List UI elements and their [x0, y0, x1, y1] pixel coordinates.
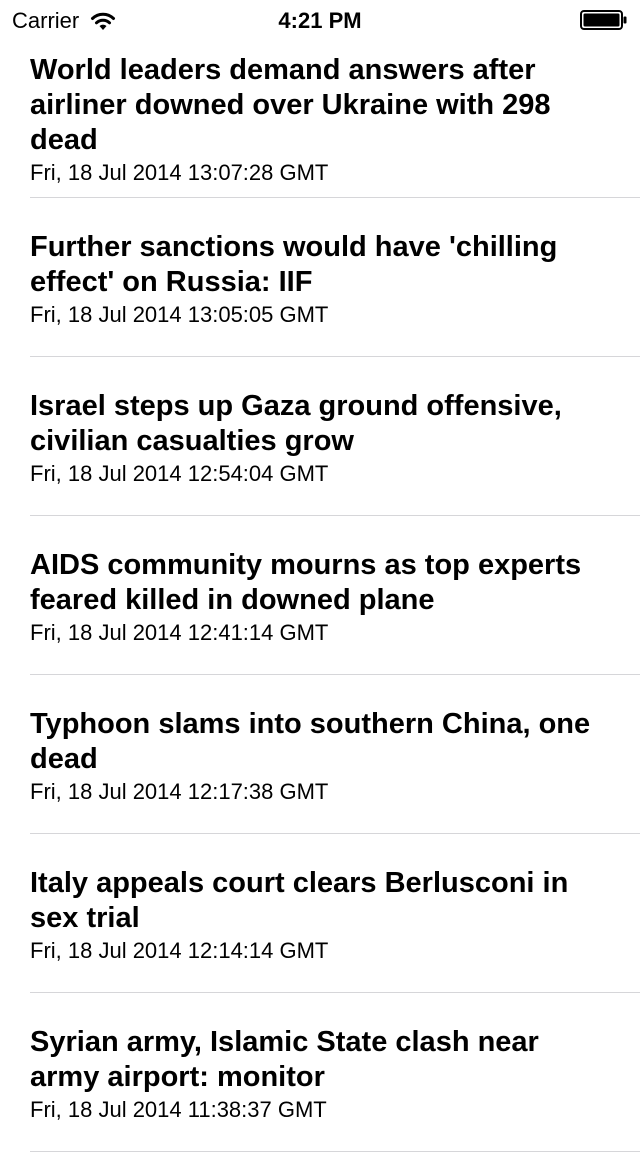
news-item-date: Fri, 18 Jul 2014 13:05:05 GMT — [30, 302, 329, 327]
news-item-title: Further sanctions would have 'chilling e… — [30, 231, 558, 298]
news-item[interactable]: Israel steps up Gaza ground offensive, c… — [0, 357, 640, 516]
status-time: 4:21 PM — [278, 8, 362, 33]
news-item-title: Israel steps up Gaza ground offensive, c… — [30, 390, 562, 457]
news-item-title: AIDS community mourns as top experts fea… — [30, 549, 582, 616]
news-item-title: Italy appeals court clears Berlusconi in… — [30, 867, 569, 934]
battery-icon — [580, 10, 627, 30]
news-item[interactable]: Typhoon slams into southern China, one d… — [0, 675, 640, 834]
wifi-icon — [91, 12, 116, 30]
status-bar: Carrier 4:21 PM — [0, 0, 640, 40]
news-feed-list: World leaders demand answers after airli… — [0, 40, 640, 1152]
news-item-title: Typhoon slams into southern China, one d… — [30, 708, 591, 775]
news-item-date: Fri, 18 Jul 2014 12:14:14 GMT — [30, 938, 329, 963]
carrier-info: Carrier — [12, 8, 117, 34]
news-item[interactable]: Italy appeals court clears Berlusconi in… — [0, 834, 640, 993]
news-item-date: Fri, 18 Jul 2014 12:17:38 GMT — [30, 779, 329, 804]
news-item-date: Fri, 18 Jul 2014 11:38:37 GMT — [30, 1097, 327, 1122]
news-item-date: Fri, 18 Jul 2014 13:07:28 GMT — [30, 160, 329, 185]
carrier-label: Carrier — [12, 8, 80, 33]
news-item-date: Fri, 18 Jul 2014 12:41:14 GMT — [30, 620, 329, 645]
news-item-date: Fri, 18 Jul 2014 12:54:04 GMT — [30, 461, 329, 486]
news-item-title: World leaders demand answers after airli… — [30, 54, 551, 156]
news-item[interactable]: World leaders demand answers after airli… — [0, 40, 640, 198]
news-item[interactable]: AIDS community mourns as top experts fea… — [0, 516, 640, 675]
news-item[interactable]: Syrian army, Islamic State clash near ar… — [0, 993, 640, 1152]
news-item-title: Syrian army, Islamic State clash near ar… — [30, 1026, 539, 1093]
news-item[interactable]: Further sanctions would have 'chilling e… — [0, 198, 640, 357]
